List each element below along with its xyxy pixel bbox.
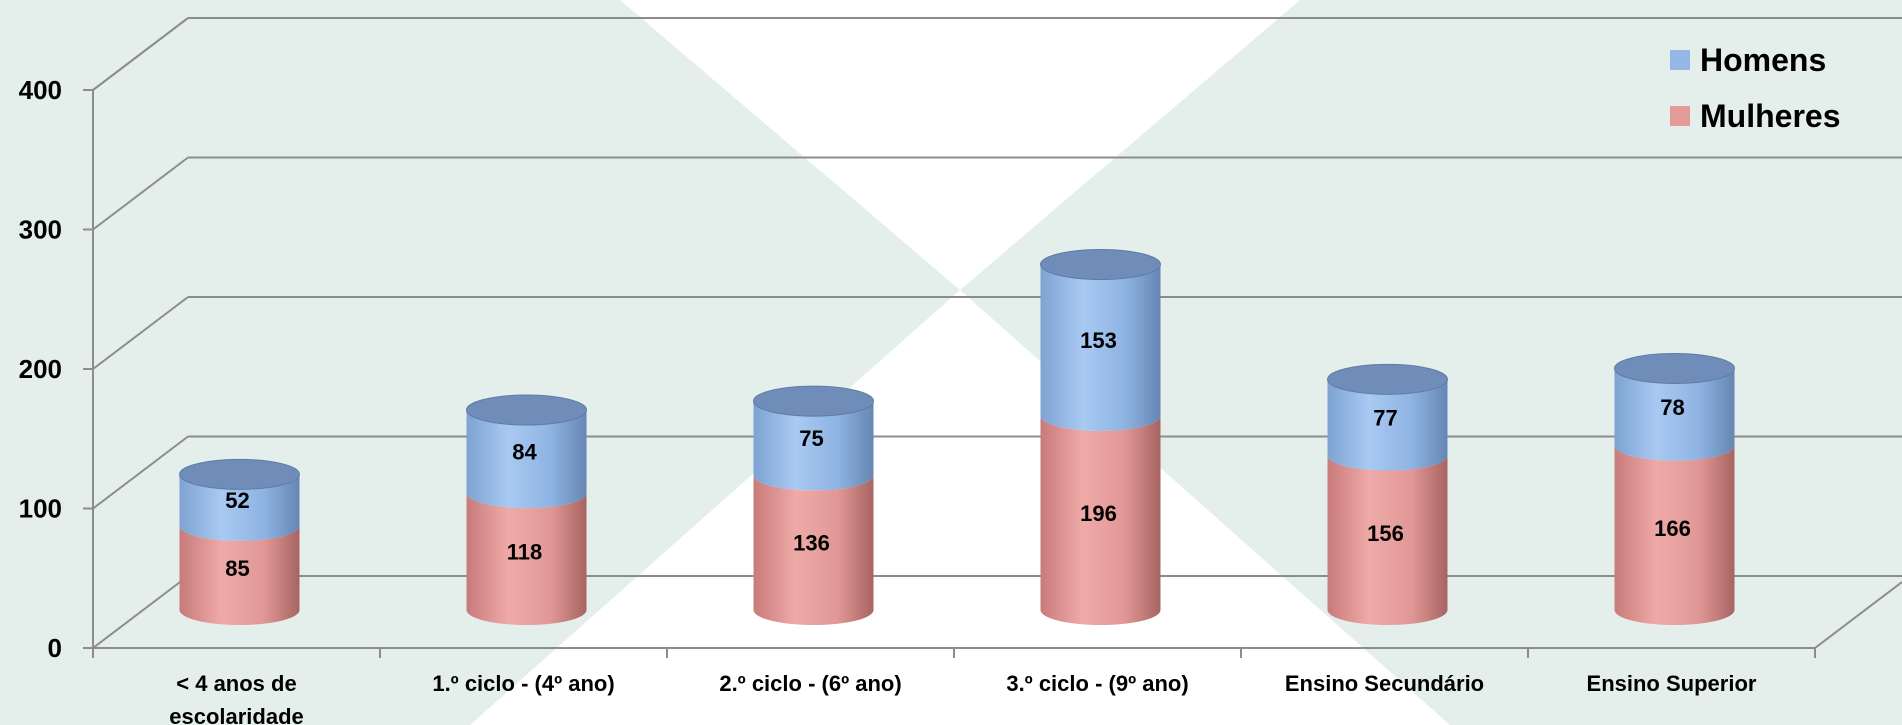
axes: 0 100 200 300 400 < 4 anos de escolaridade 1.º … <box>19 75 1816 725</box>
data-label-mulheres: 118 <box>507 540 543 565</box>
y-tick-label: 300 <box>19 215 62 245</box>
background-watermark <box>470 0 1902 725</box>
bar-top-cap <box>179 458 300 490</box>
bar-mulheres <box>179 525 300 625</box>
gridline-side <box>92 296 189 370</box>
x-tick-label: Ensino Superior <box>1587 671 1757 696</box>
x-tick-label: < 4 anos de escolaridade <box>169 671 304 725</box>
data-label-homens: 75 <box>799 426 823 451</box>
x-tick-label: 2.º ciclo - (6º ano) <box>719 671 901 696</box>
legend-swatch-mulheres <box>1670 106 1690 126</box>
floor-right-edge <box>1814 581 1902 649</box>
y-tick-label: 0 <box>48 633 62 663</box>
bar-homens <box>753 401 874 491</box>
bar-top-cap <box>753 385 874 417</box>
bar-mulheres <box>1614 445 1735 625</box>
legend: Homens Mulheres <box>1670 42 1840 134</box>
bar-top-cap <box>466 394 587 426</box>
x-tick-label: 3.º ciclo - (9º ano) <box>1006 671 1188 696</box>
legend-swatch-homens <box>1670 50 1690 70</box>
data-label-mulheres: 136 <box>793 531 830 556</box>
bar-homens <box>1327 379 1448 471</box>
y-tick-label: 200 <box>19 354 62 384</box>
gridline-side <box>92 575 189 649</box>
legend-label-homens: Homens <box>1700 42 1826 78</box>
data-label-homens: 52 <box>225 488 249 513</box>
bar-homens <box>466 410 587 509</box>
bar-top-cap <box>1327 363 1448 395</box>
bar-homens <box>179 474 300 541</box>
data-label-mulheres: 156 <box>1367 521 1404 546</box>
gridline-side <box>92 156 189 231</box>
bar-mulheres <box>466 493 587 625</box>
bar-homens <box>1040 264 1161 431</box>
data-label-mulheres: 85 <box>225 556 249 581</box>
bar-mulheres <box>1040 415 1161 625</box>
y-tick-label: 100 <box>19 494 62 524</box>
bar-homens <box>1614 368 1735 461</box>
x-tick-label: 1.º ciclo - (4º ano) <box>432 671 614 696</box>
x-tick-label: Ensino Secundário <box>1285 671 1484 696</box>
data-labels: 85 52 118 84 136 75 196 153 156 77 166 78 <box>225 328 1691 581</box>
legend-label-mulheres: Mulheres <box>1700 98 1840 134</box>
gridline-side <box>92 17 189 91</box>
data-label-mulheres: 166 <box>1654 516 1691 541</box>
bar-mulheres <box>753 475 874 625</box>
y-tick-label: 400 <box>19 75 62 105</box>
data-label-homens: 78 <box>1660 395 1684 420</box>
bar-top-cap <box>1040 248 1161 280</box>
data-label-homens: 153 <box>1080 328 1117 353</box>
data-label-mulheres: 196 <box>1080 501 1117 526</box>
gridline-side <box>92 435 189 510</box>
bar-top-cap <box>1614 352 1735 384</box>
bars <box>179 248 1735 625</box>
data-label-homens: 77 <box>1373 405 1397 430</box>
data-label-homens: 84 <box>512 440 537 465</box>
bar-mulheres <box>1327 455 1448 625</box>
